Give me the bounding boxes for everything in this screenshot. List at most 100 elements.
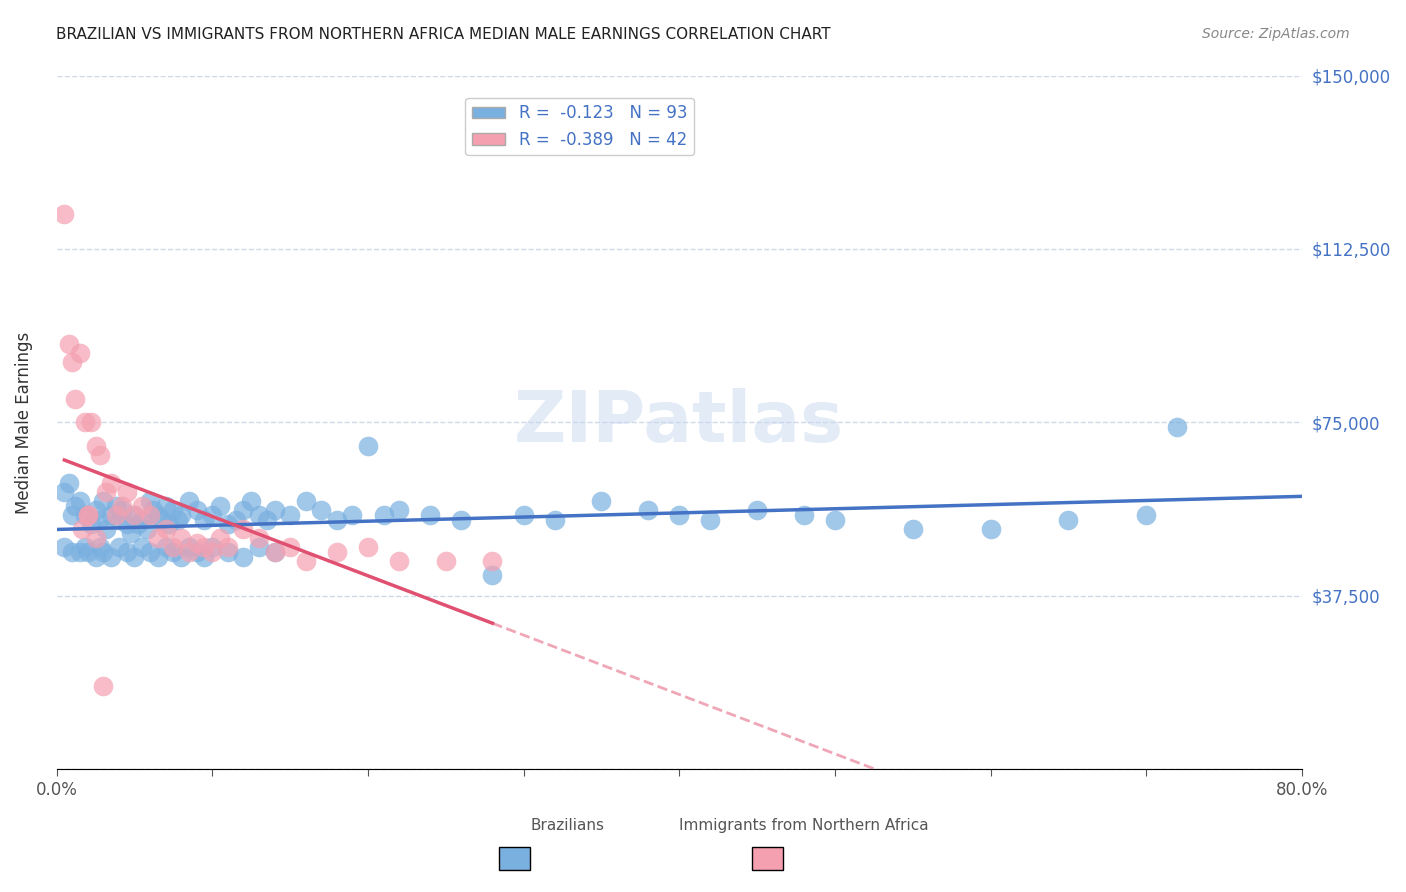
Point <box>100 475 122 490</box>
Point <box>1166 420 1188 434</box>
Point <box>232 503 254 517</box>
Point <box>342 508 364 522</box>
Point <box>247 531 270 545</box>
Point <box>450 512 472 526</box>
Point <box>73 541 96 555</box>
Point <box>146 508 169 522</box>
Point <box>1057 512 1080 526</box>
Point <box>1135 508 1157 522</box>
Point <box>60 355 83 369</box>
Point <box>58 336 80 351</box>
Point <box>419 508 441 522</box>
Point <box>980 522 1002 536</box>
Point <box>84 438 107 452</box>
Point <box>294 494 316 508</box>
Point <box>294 554 316 568</box>
Point <box>225 512 247 526</box>
Point <box>65 499 87 513</box>
Point <box>124 508 146 522</box>
Point <box>247 541 270 555</box>
Point <box>186 535 208 549</box>
Point <box>793 508 815 522</box>
Point <box>699 512 721 526</box>
Point <box>309 503 332 517</box>
Point <box>96 484 118 499</box>
Point <box>96 522 118 536</box>
Point <box>100 549 122 564</box>
Point <box>76 545 98 559</box>
Point <box>69 346 91 360</box>
Point <box>278 508 301 522</box>
Point <box>70 522 93 536</box>
Point <box>76 508 98 522</box>
Point <box>139 508 162 522</box>
Point <box>139 545 162 559</box>
Point <box>108 512 131 526</box>
Point <box>209 531 232 545</box>
Point <box>162 541 184 555</box>
Point <box>124 549 146 564</box>
Point <box>668 508 690 522</box>
Point <box>232 522 254 536</box>
Point <box>157 517 180 532</box>
Point <box>824 512 846 526</box>
Point <box>591 494 613 508</box>
Point <box>186 503 208 517</box>
Text: Immigrants from Northern Africa: Immigrants from Northern Africa <box>679 818 928 833</box>
Point <box>111 499 134 513</box>
Point <box>73 508 96 522</box>
Point <box>217 517 239 532</box>
Point <box>170 508 193 522</box>
Point <box>373 508 395 522</box>
Point <box>104 508 127 522</box>
Point <box>131 541 153 555</box>
Point <box>76 508 98 522</box>
Point <box>256 512 278 526</box>
Point <box>745 503 768 517</box>
Text: Source: ZipAtlas.com: Source: ZipAtlas.com <box>1202 27 1350 41</box>
Point <box>139 494 162 508</box>
Point <box>357 541 380 555</box>
Point <box>135 522 157 536</box>
Point <box>89 512 111 526</box>
Point <box>201 545 224 559</box>
Point <box>60 545 83 559</box>
Y-axis label: Median Male Earnings: Median Male Earnings <box>15 331 32 514</box>
Point <box>209 499 232 513</box>
Point <box>217 541 239 555</box>
Point <box>326 545 349 559</box>
Point <box>115 484 138 499</box>
Point <box>53 541 76 555</box>
Point <box>512 508 534 522</box>
Point <box>104 499 127 513</box>
Point <box>58 475 80 490</box>
Point <box>120 526 142 541</box>
Point <box>263 503 285 517</box>
Point <box>89 541 111 555</box>
Text: ZIPatlas: ZIPatlas <box>515 388 845 457</box>
Point <box>131 512 153 526</box>
Point <box>89 448 111 462</box>
Point <box>69 545 91 559</box>
Point <box>124 508 146 522</box>
Point <box>80 416 103 430</box>
Point <box>100 508 122 522</box>
Point <box>193 512 215 526</box>
Point <box>278 541 301 555</box>
Point <box>115 517 138 532</box>
Point <box>142 503 165 517</box>
Point <box>170 549 193 564</box>
Point <box>177 494 200 508</box>
Point <box>637 503 659 517</box>
Point <box>91 679 114 693</box>
Point <box>146 549 169 564</box>
Point <box>481 568 503 582</box>
Point <box>84 549 107 564</box>
Point <box>84 531 107 545</box>
Point <box>434 554 457 568</box>
Point <box>65 392 87 407</box>
Point <box>357 438 380 452</box>
Point <box>240 494 263 508</box>
Point <box>170 531 193 545</box>
Point <box>247 508 270 522</box>
